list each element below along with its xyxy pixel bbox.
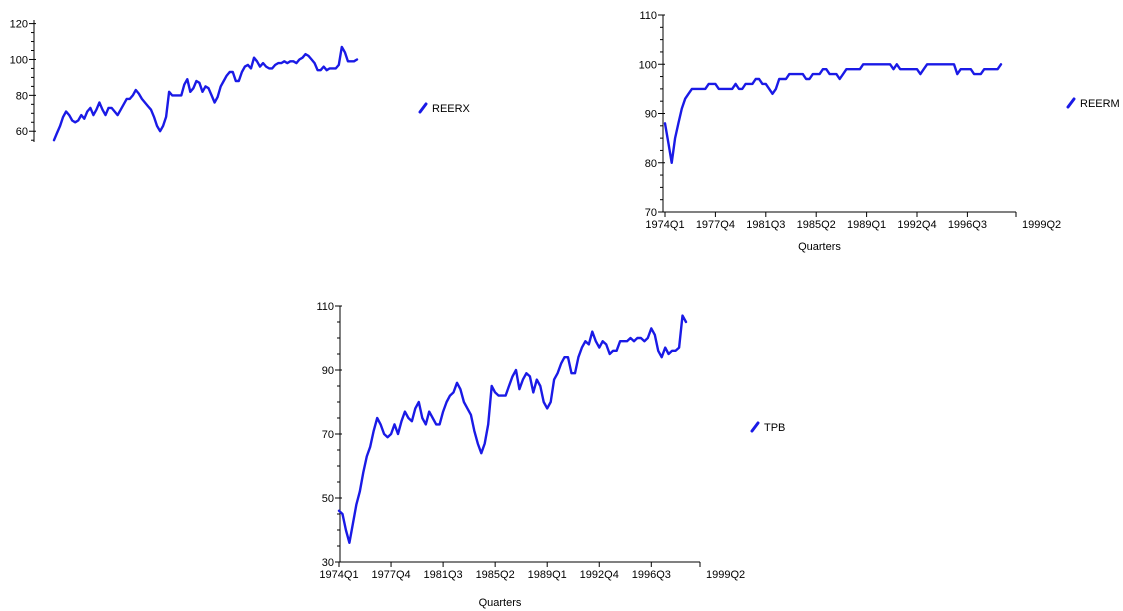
x-tick-label: 1989Q1 bbox=[847, 219, 886, 231]
y-tick-label: 90 bbox=[645, 109, 657, 121]
y-tick-label: 100 bbox=[639, 59, 657, 71]
y-tick-label: 50 bbox=[322, 493, 334, 505]
y-tick-label: 70 bbox=[322, 429, 334, 441]
x-tick-label: 1974Q1 bbox=[319, 569, 358, 581]
x-tick-label: 1981Q3 bbox=[424, 569, 463, 581]
x-tick-label: 1977Q4 bbox=[371, 569, 410, 581]
x-tick-label: 1989Q1 bbox=[528, 569, 567, 581]
y-tick-label: 70 bbox=[645, 207, 657, 219]
chart-reerm: 70 80 90 100 110 1974Q1 1977Q4 1981Q3 1985Q2 1989… bbox=[639, 10, 1120, 253]
x-tick-label: 1985Q2 bbox=[797, 219, 836, 231]
y-tick-label: 80 bbox=[16, 90, 28, 102]
x-tick-label: 1981Q3 bbox=[746, 219, 785, 231]
x-tick-label: 1977Q4 bbox=[696, 219, 735, 231]
x-tick-label: 1992Q4 bbox=[580, 569, 619, 581]
x-tick-label: 1999Q2 bbox=[706, 569, 745, 581]
x-tick-label: 1985Q2 bbox=[476, 569, 515, 581]
series-line-reerm bbox=[663, 63, 1003, 164]
y-tick-label: 120 bbox=[10, 19, 28, 31]
legend-swatch bbox=[750, 421, 760, 433]
legend-label: TPB bbox=[764, 422, 785, 434]
x-tick-label: 1992Q4 bbox=[897, 219, 936, 231]
x-axis-title: Quarters bbox=[798, 241, 841, 253]
legend-swatch bbox=[1066, 97, 1076, 109]
y-tick-label: 80 bbox=[645, 158, 657, 170]
x-tick-label: 1974Q1 bbox=[645, 219, 684, 231]
y-tick-label: 110 bbox=[639, 10, 657, 22]
y-tick-label: 60 bbox=[16, 126, 28, 138]
legend-label: REERM bbox=[1080, 98, 1120, 110]
series-line-reerx bbox=[52, 45, 359, 142]
chart-tpb: 30 50 70 90 110 1974Q1 1977Q4 1981Q3 1985Q2 1989Q… bbox=[316, 301, 785, 609]
chart-reerx: 60 80 100 120 REERX bbox=[10, 19, 471, 142]
legend-label: REERX bbox=[432, 103, 471, 115]
x-tick-label: 1996Q3 bbox=[632, 569, 671, 581]
y-tick-label: 30 bbox=[322, 557, 334, 569]
x-tick-label: 1996Q3 bbox=[948, 219, 987, 231]
series-line-tpb bbox=[337, 314, 688, 544]
x-axis-title: Quarters bbox=[479, 597, 522, 609]
y-tick-label: 100 bbox=[10, 54, 28, 66]
x-tick-label: 1999Q2 bbox=[1022, 219, 1061, 231]
y-tick-label: 110 bbox=[316, 301, 334, 313]
y-tick-label: 90 bbox=[322, 365, 334, 377]
legend-swatch bbox=[418, 102, 428, 114]
